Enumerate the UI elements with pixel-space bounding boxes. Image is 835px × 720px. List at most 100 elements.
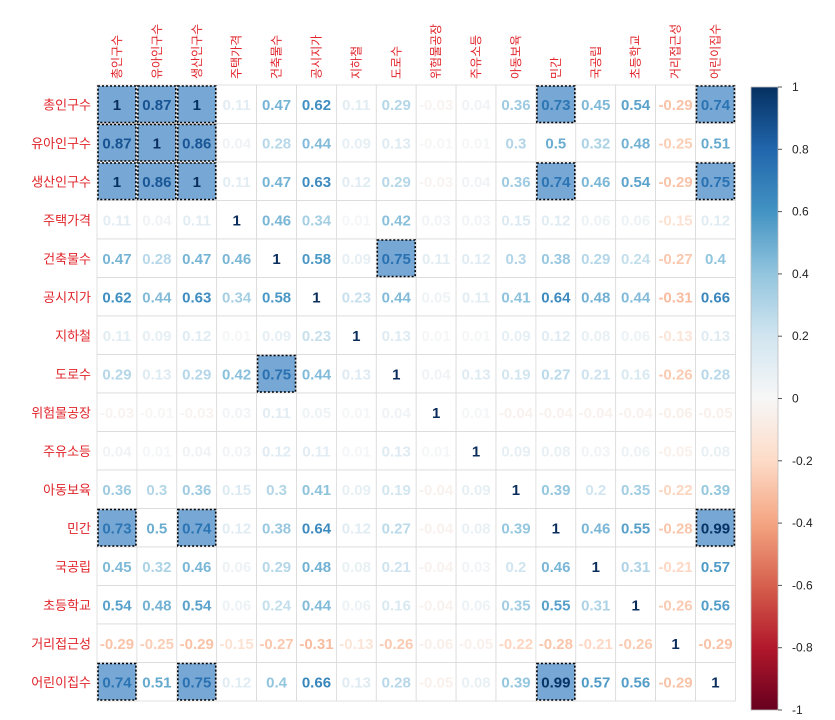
cell-value: -0.29 — [698, 636, 732, 653]
grid-cell — [695, 392, 736, 432]
cell-value: 0.48 — [302, 559, 331, 576]
cell-value: 0.38 — [262, 520, 291, 537]
cell-value: 0.58 — [302, 251, 331, 268]
cell-value: 0.01 — [342, 212, 371, 229]
cell-value: 0.62 — [102, 289, 131, 306]
cell-value: -0.03 — [419, 174, 453, 191]
column-label: 민간 — [549, 57, 563, 79]
cell-value: 1 — [153, 135, 161, 152]
row-label: 주택가격 — [43, 214, 91, 229]
cell-value: 1 — [193, 174, 201, 191]
highlight-cell — [695, 508, 736, 547]
cell-value: 0.08 — [461, 674, 490, 691]
cell-value: 0.46 — [581, 520, 610, 537]
cell-value: 0.63 — [302, 174, 331, 191]
cell-value: 0.66 — [302, 674, 331, 691]
grid-cell — [216, 585, 257, 625]
cell-value: -0.29 — [658, 174, 692, 191]
cell-value: 0.39 — [541, 482, 570, 499]
cell-value: -0.01 — [419, 135, 453, 152]
cell-value: 0.42 — [382, 212, 411, 229]
cell-value: 0.13 — [382, 443, 411, 460]
cell-value: -0.06 — [419, 636, 453, 653]
column-label: 주택가격 — [230, 35, 244, 79]
cell-value: 0.19 — [382, 482, 411, 499]
grid-cell — [335, 315, 377, 355]
colorbar-tick-label: 1 — [792, 80, 799, 94]
cell-value: -0.04 — [419, 520, 454, 537]
cell-value: 0.21 — [382, 559, 411, 576]
grid-cell — [375, 315, 417, 355]
grid-cell — [375, 200, 417, 240]
cell-value: 0.54 — [102, 597, 132, 614]
grid-cell — [535, 431, 577, 471]
cell-value: 0.15 — [501, 212, 530, 229]
column-label: 도로수 — [389, 46, 403, 79]
cell-value: -0.06 — [658, 405, 692, 422]
cell-value: 1 — [512, 482, 520, 499]
grid-cell — [375, 662, 417, 702]
cell-value: 0.28 — [142, 251, 171, 268]
grid-cell — [335, 161, 377, 201]
grid-cell — [296, 623, 337, 663]
grid-cell — [335, 123, 377, 163]
colorbar-tick-label: -0.6 — [792, 578, 813, 592]
cell-value: 0.44 — [382, 289, 412, 306]
grid-cell — [375, 161, 417, 201]
highlight-cell — [177, 162, 217, 201]
cell-value: 0.06 — [342, 597, 371, 614]
grid-cell — [335, 277, 377, 317]
column-label: 총인구수 — [110, 35, 124, 79]
grid-cell — [495, 623, 537, 663]
grid-cell — [136, 662, 178, 702]
cell-value: 0.41 — [302, 482, 331, 499]
cell-value: 0.56 — [621, 674, 650, 691]
column-label: 건축물수 — [270, 35, 284, 79]
cell-value: 0.06 — [621, 443, 650, 460]
row-label: 도로수 — [55, 368, 91, 383]
grid-cell — [216, 123, 257, 163]
cell-value: 0.42 — [222, 366, 251, 383]
grid-cell — [216, 623, 257, 663]
grid-cell — [495, 277, 537, 317]
cell-value: 0.06 — [581, 212, 610, 229]
highlight-cell — [376, 239, 416, 278]
cell-value: 0.44 — [302, 135, 332, 152]
cell-value: 0.04 — [222, 135, 252, 152]
cell-value: 0.46 — [182, 559, 211, 576]
cell-value: 0.44 — [302, 597, 332, 614]
grid-cell — [415, 238, 457, 278]
grid-cell — [655, 623, 696, 663]
cell-value: 0.24 — [621, 251, 651, 268]
grid-cell — [695, 585, 736, 625]
cell-value: 0.11 — [222, 97, 250, 114]
grid-cell — [695, 469, 736, 509]
cell-value: 0.24 — [262, 597, 292, 614]
column-label: 생산인구수 — [190, 24, 204, 79]
cell-value: 1 — [113, 97, 121, 114]
grid-cell — [535, 508, 577, 548]
grid-cell — [695, 546, 736, 586]
cell-value: 0.23 — [302, 328, 331, 345]
grid-cell — [695, 431, 736, 471]
cell-value: 1 — [352, 328, 360, 345]
cell-value: 0.47 — [182, 251, 211, 268]
grid-cell — [655, 123, 696, 163]
cell-value: 0.13 — [382, 135, 411, 152]
cell-value: 0.06 — [621, 328, 650, 345]
column-label: 주유소등 — [469, 35, 483, 79]
grid-cell — [695, 200, 736, 240]
cell-value: 0.03 — [461, 559, 490, 576]
cell-value: -0.25 — [658, 135, 692, 152]
cell-value: 0.66 — [701, 289, 730, 306]
cell-value: 0.3 — [266, 482, 287, 499]
cell-value: -0.29 — [180, 636, 214, 653]
cell-value: 0.41 — [501, 289, 530, 306]
grid-cell — [415, 354, 457, 394]
grid-cell — [575, 508, 617, 548]
grid-cell — [96, 469, 138, 509]
cell-value: 1 — [671, 636, 679, 653]
cell-value: 0.39 — [501, 674, 530, 691]
highlight-cell — [137, 123, 177, 162]
column-labels: 총인구수 유아인구수 생산인구수 주택가격 건축물수 공시지가 지하철 도로수 위험물공장 주유소… — [110, 24, 723, 79]
